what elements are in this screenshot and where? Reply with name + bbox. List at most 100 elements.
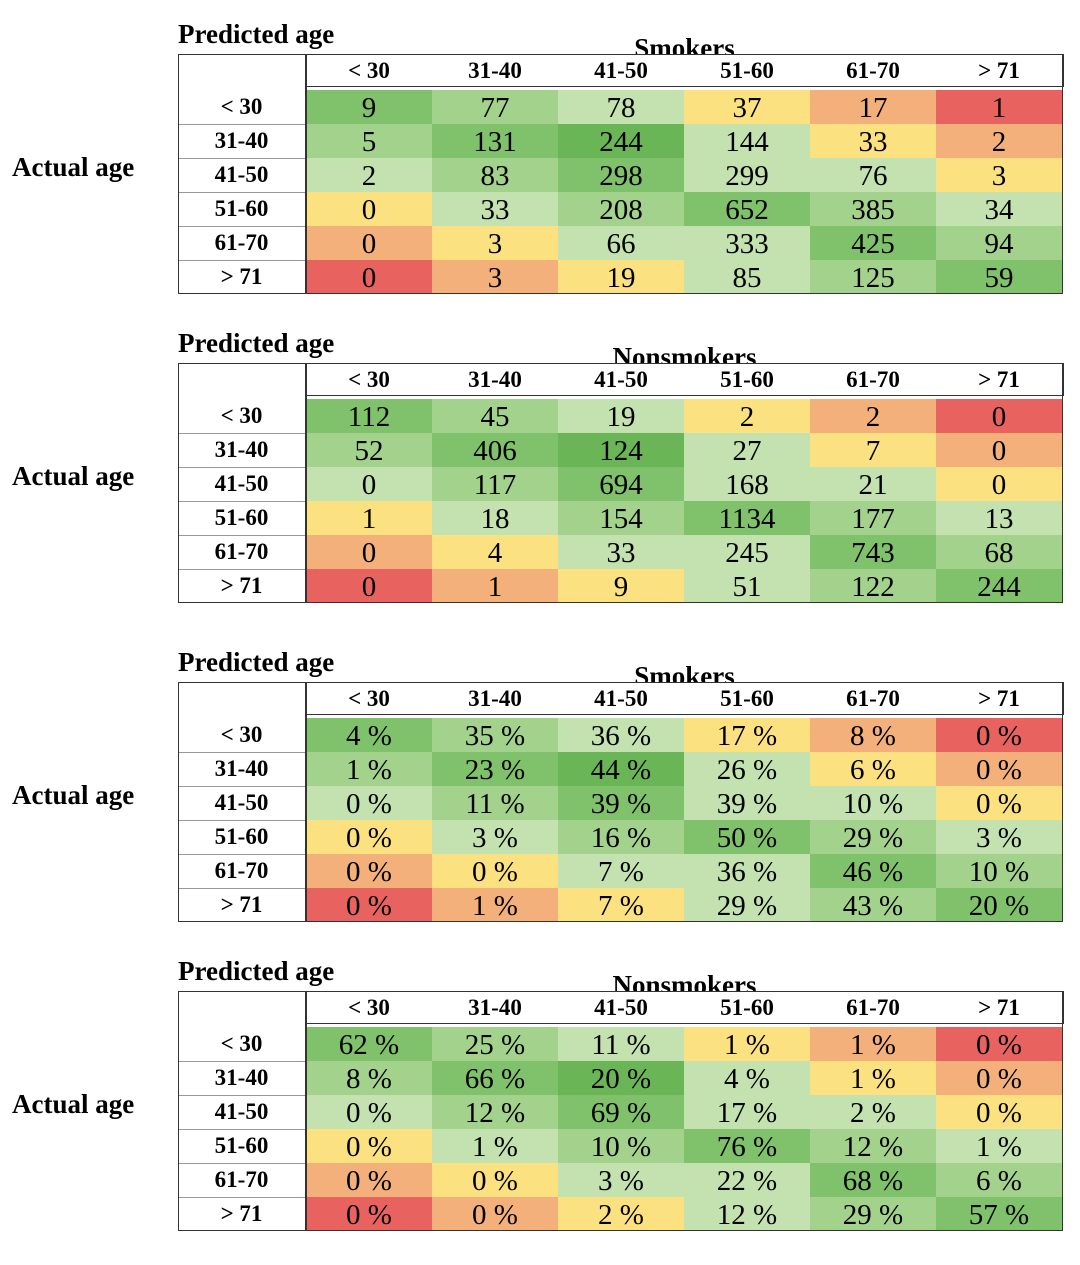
- heatmap-cell: 33: [810, 124, 936, 158]
- heatmap-cell: 0 %: [306, 1197, 432, 1231]
- heatmap-cell: 1 %: [810, 1027, 936, 1061]
- column-header: 51-60: [684, 991, 810, 1025]
- predicted-age-label: Predicted age: [178, 647, 335, 677]
- heatmap-cell: 1: [432, 569, 558, 603]
- heatmap-cell: 3 %: [558, 1163, 684, 1197]
- heatmap-cell: 694: [558, 467, 684, 501]
- heatmap-cell: 245: [684, 535, 810, 569]
- column-header: > 71: [936, 363, 1062, 397]
- heatmap-cell: 0 %: [306, 786, 432, 820]
- heatmap-cell: 2: [810, 399, 936, 433]
- row-separator: [178, 260, 305, 261]
- heatmap-cell: 0 %: [936, 786, 1062, 820]
- heatmap-cell: 385: [810, 192, 936, 226]
- heatmap-panel: Predicted age Smokers Actual age < 30 31-40 4…: [0, 18, 1080, 318]
- heatmap-cell: 3 %: [936, 820, 1062, 854]
- column-header: 31-40: [432, 54, 558, 88]
- heatmap-cell: 2 %: [558, 1197, 684, 1231]
- heatmap-cell: 425: [810, 226, 936, 260]
- heatmap-cell: 0: [306, 467, 432, 501]
- row-header: 61-70: [178, 535, 305, 569]
- heatmap-cell: 117: [432, 467, 558, 501]
- heatmap-cell: 743: [810, 535, 936, 569]
- actual-age-label: Actual age: [12, 1089, 135, 1119]
- row-header: < 30: [178, 399, 305, 433]
- heatmap-cell: 21: [810, 467, 936, 501]
- heatmap-cell: 10 %: [810, 786, 936, 820]
- heatmap-cell: 27: [684, 433, 810, 467]
- heatmap-panel: Predicted age Smokers Actual age < 30 31-40 4…: [0, 646, 1080, 946]
- row-separator: [178, 226, 305, 227]
- heatmap-cell: 43 %: [810, 888, 936, 922]
- corner-cell: [178, 54, 305, 88]
- row-header: > 71: [178, 569, 305, 603]
- heatmap-cell: 154: [558, 501, 684, 535]
- heatmap-cell: 0 %: [936, 752, 1062, 786]
- row-separator: [178, 1061, 305, 1062]
- heatmap-cell: 51: [684, 569, 810, 603]
- row-separator: [178, 854, 305, 855]
- heatmap-cell: 20 %: [558, 1061, 684, 1095]
- heatmap-cell: 12 %: [432, 1095, 558, 1129]
- heatmap-cell: 0 %: [306, 888, 432, 922]
- row-separator: [178, 888, 305, 889]
- row-header: 31-40: [178, 433, 305, 467]
- heatmap-cell: 244: [558, 124, 684, 158]
- heatmap-cell: 0 %: [432, 854, 558, 888]
- heatmap-cell: 3: [432, 226, 558, 260]
- heatmap-cell: 68: [936, 535, 1062, 569]
- row-header: < 30: [178, 1027, 305, 1061]
- heatmap-cell: 0 %: [306, 854, 432, 888]
- heatmap-cell: 1 %: [684, 1027, 810, 1061]
- column-header: 31-40: [432, 991, 558, 1025]
- heatmap-cell: 78: [558, 90, 684, 124]
- heatmap-cell: 94: [936, 226, 1062, 260]
- heatmap-cell: 33: [558, 535, 684, 569]
- heatmap-cell: 333: [684, 226, 810, 260]
- heatmap-cell: 1 %: [306, 752, 432, 786]
- row-header-divider: [305, 363, 307, 603]
- row-separator: [178, 820, 305, 821]
- heatmap-cell: 59: [936, 260, 1062, 294]
- row-header: > 71: [178, 888, 305, 922]
- corner-cell: [178, 363, 305, 397]
- heatmap-cell: 11 %: [558, 1027, 684, 1061]
- row-header: 51-60: [178, 1129, 305, 1163]
- row-separator: [178, 1197, 305, 1198]
- heatmap-cell: 36 %: [558, 718, 684, 752]
- column-header: > 71: [936, 682, 1062, 716]
- heatmap-cell: 35 %: [432, 718, 558, 752]
- column-header: 41-50: [558, 363, 684, 397]
- heatmap-cell: 6 %: [810, 752, 936, 786]
- heatmap-cell: 7 %: [558, 854, 684, 888]
- row-header: 41-50: [178, 158, 305, 192]
- row-separator: [178, 433, 305, 434]
- row-header: 31-40: [178, 1061, 305, 1095]
- column-header: 51-60: [684, 682, 810, 716]
- row-header: 61-70: [178, 226, 305, 260]
- row-separator: [178, 1163, 305, 1164]
- column-header: 61-70: [810, 682, 936, 716]
- heatmap-cell: 4 %: [306, 718, 432, 752]
- row-separator: [178, 501, 305, 502]
- row-header: 61-70: [178, 1163, 305, 1197]
- column-header: 51-60: [684, 363, 810, 397]
- heatmap-cell: 0: [306, 569, 432, 603]
- heatmap-cell: 0 %: [432, 1197, 558, 1231]
- heatmap-cell: 1: [306, 501, 432, 535]
- heatmap-cell: 22 %: [684, 1163, 810, 1197]
- heatmap-cell: 25 %: [432, 1027, 558, 1061]
- heatmap-cell: 0 %: [306, 1095, 432, 1129]
- actual-age-label: Actual age: [12, 152, 135, 182]
- row-separator: [178, 1095, 305, 1096]
- heatmap-cell: 68 %: [810, 1163, 936, 1197]
- heatmap-cell: 0: [936, 399, 1062, 433]
- heatmap-cell: 0: [936, 467, 1062, 501]
- heatmap-cell: 20 %: [936, 888, 1062, 922]
- heatmap-cell: 37: [684, 90, 810, 124]
- heatmap-cell: 2 %: [810, 1095, 936, 1129]
- row-header: 41-50: [178, 786, 305, 820]
- heatmap-cell: 8 %: [810, 718, 936, 752]
- heatmap-cell: 144: [684, 124, 810, 158]
- heatmap-cell: 5: [306, 124, 432, 158]
